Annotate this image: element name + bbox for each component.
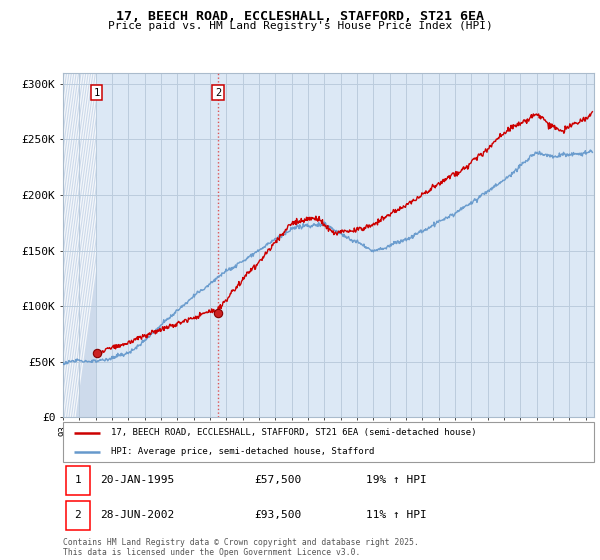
- Text: 11% ↑ HPI: 11% ↑ HPI: [365, 510, 427, 520]
- Bar: [65, 501, 89, 530]
- Text: 1: 1: [94, 88, 100, 98]
- Text: 20-JAN-1995: 20-JAN-1995: [100, 475, 175, 485]
- Text: 17, BEECH ROAD, ECCLESHALL, STAFFORD, ST21 6EA: 17, BEECH ROAD, ECCLESHALL, STAFFORD, ST…: [116, 10, 484, 23]
- Text: Contains HM Land Registry data © Crown copyright and database right 2025.
This d: Contains HM Land Registry data © Crown c…: [63, 538, 419, 557]
- Text: Price paid vs. HM Land Registry's House Price Index (HPI): Price paid vs. HM Land Registry's House …: [107, 21, 493, 31]
- Text: HPI: Average price, semi-detached house, Stafford: HPI: Average price, semi-detached house,…: [111, 447, 374, 456]
- Bar: [63, 73, 97, 417]
- Text: 28-JUN-2002: 28-JUN-2002: [100, 510, 175, 520]
- Text: £93,500: £93,500: [254, 510, 301, 520]
- Text: £57,500: £57,500: [254, 475, 301, 485]
- Bar: [65, 465, 89, 495]
- Text: 19% ↑ HPI: 19% ↑ HPI: [365, 475, 427, 485]
- Text: 2: 2: [74, 510, 81, 520]
- Text: 1: 1: [74, 475, 81, 485]
- Bar: [97, 73, 594, 417]
- Text: 2: 2: [215, 88, 221, 98]
- Text: 17, BEECH ROAD, ECCLESHALL, STAFFORD, ST21 6EA (semi-detached house): 17, BEECH ROAD, ECCLESHALL, STAFFORD, ST…: [111, 428, 476, 437]
